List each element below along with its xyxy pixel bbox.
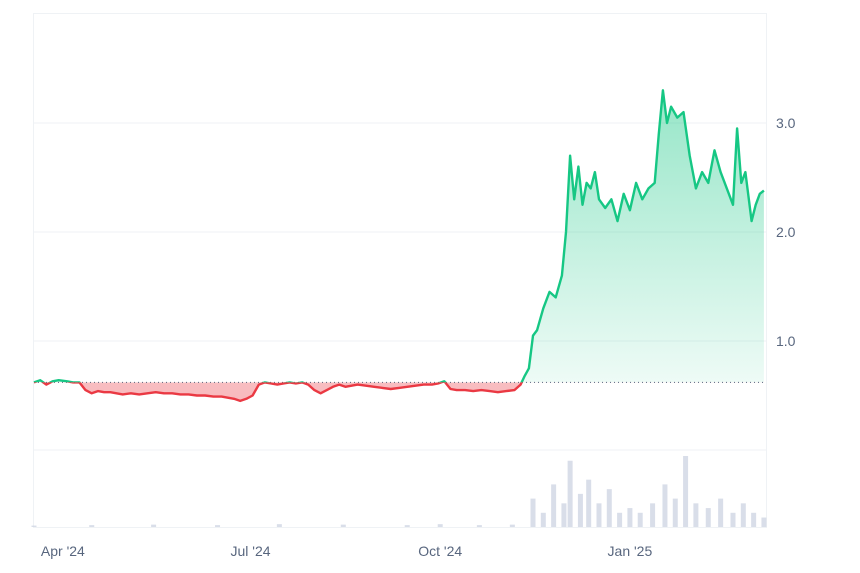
volume-bar [577,493,583,527]
x-tick-label: Oct '24 [418,543,462,559]
volume-bar [509,524,515,527]
price-line-down [34,382,523,403]
volume-bar [705,508,711,527]
y-tick-label: 3.0 [776,115,796,131]
price-line [33,89,765,403]
volume-bar [730,512,736,527]
volume-bar [567,460,573,527]
volume-bar [151,524,157,527]
volume-bar [606,489,612,527]
volume-bar [340,524,346,527]
volume-bar [215,525,221,527]
volume-bar [672,498,678,527]
volume-bar [693,503,699,527]
volume-bar [617,512,623,527]
area-fill-above [34,90,764,383]
volume-bar [89,525,95,527]
volume-bar [586,479,592,527]
volume-bar [683,456,689,527]
volume-bar [276,524,282,527]
volume-bar [31,525,37,527]
x-tick-label: Jul '24 [230,543,270,559]
volume-bar [637,512,643,527]
volume-bar [761,517,767,527]
y-tick-label: 1.0 [776,333,796,349]
volume-bar [740,503,746,527]
y-axis-ticks: 3.0 2.0 1.0 [776,115,796,349]
volume-bar [540,512,546,527]
x-axis-ticks: Apr '24 Jul '24 Oct '24 Jan '25 [41,543,653,559]
x-tick-label: Apr '24 [41,543,85,559]
volume-bars [31,456,767,527]
volume-bar [561,503,567,527]
volume-bar [718,498,724,527]
price-line-up [33,89,765,383]
volume-bar [662,484,668,527]
volume-bar [551,484,557,527]
volume-bar [627,508,633,527]
volume-bar [404,525,410,527]
x-tick-label: Jan '25 [608,543,653,559]
volume-bar [596,503,602,527]
y-tick-label: 2.0 [776,224,796,240]
volume-bar [437,524,443,527]
volume-bar [476,525,482,527]
volume-bar [530,498,536,527]
volume-bar [751,512,757,527]
volume-bar [650,503,656,527]
